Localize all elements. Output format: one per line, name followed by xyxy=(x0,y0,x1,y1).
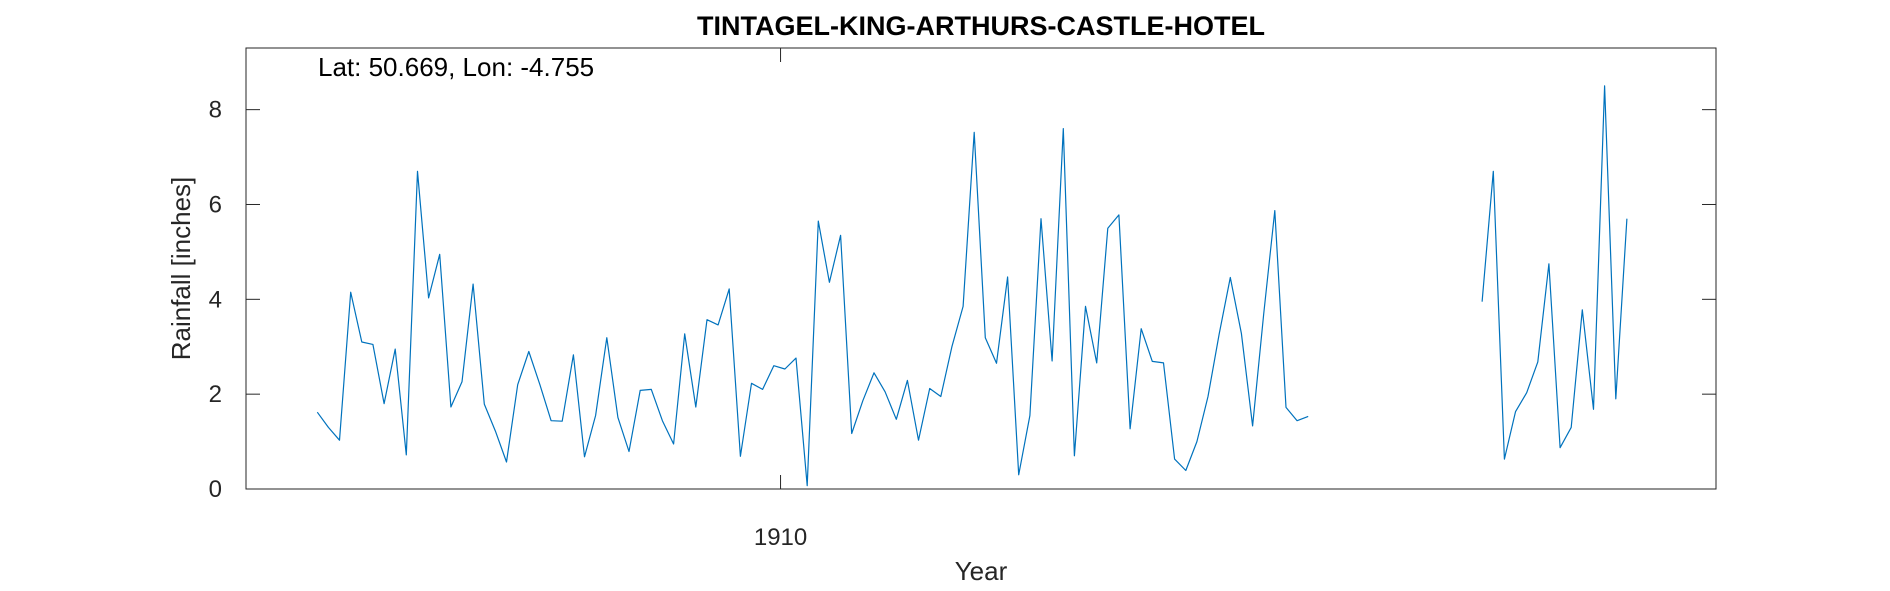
location-annotation: Lat: 50.669, Lon: -4.755 xyxy=(318,52,594,82)
x-axis-label: Year xyxy=(955,556,1008,586)
y-tick-label: 8 xyxy=(209,97,222,124)
series-layer xyxy=(316,85,1628,487)
plot-box xyxy=(245,47,1717,490)
y-tick-label: 0 xyxy=(209,476,222,503)
series-line-segment-1 xyxy=(316,128,1309,487)
x-axis-ticks: 1910 xyxy=(754,48,807,551)
y-tick-label: 2 xyxy=(209,381,222,408)
y-axis-ticks: 0 2 4 6 8 xyxy=(209,97,1716,503)
series-line-segment-2 xyxy=(1481,85,1628,460)
y-tick-label: 4 xyxy=(209,286,222,313)
y-axis-label: Rainfall [inches] xyxy=(166,177,196,361)
chart-title: TINTAGEL-KING-ARTHURS-CASTLE-HOTEL xyxy=(697,11,1265,41)
y-tick-label: 6 xyxy=(209,191,222,218)
x-tick-label: 1910 xyxy=(754,524,807,551)
